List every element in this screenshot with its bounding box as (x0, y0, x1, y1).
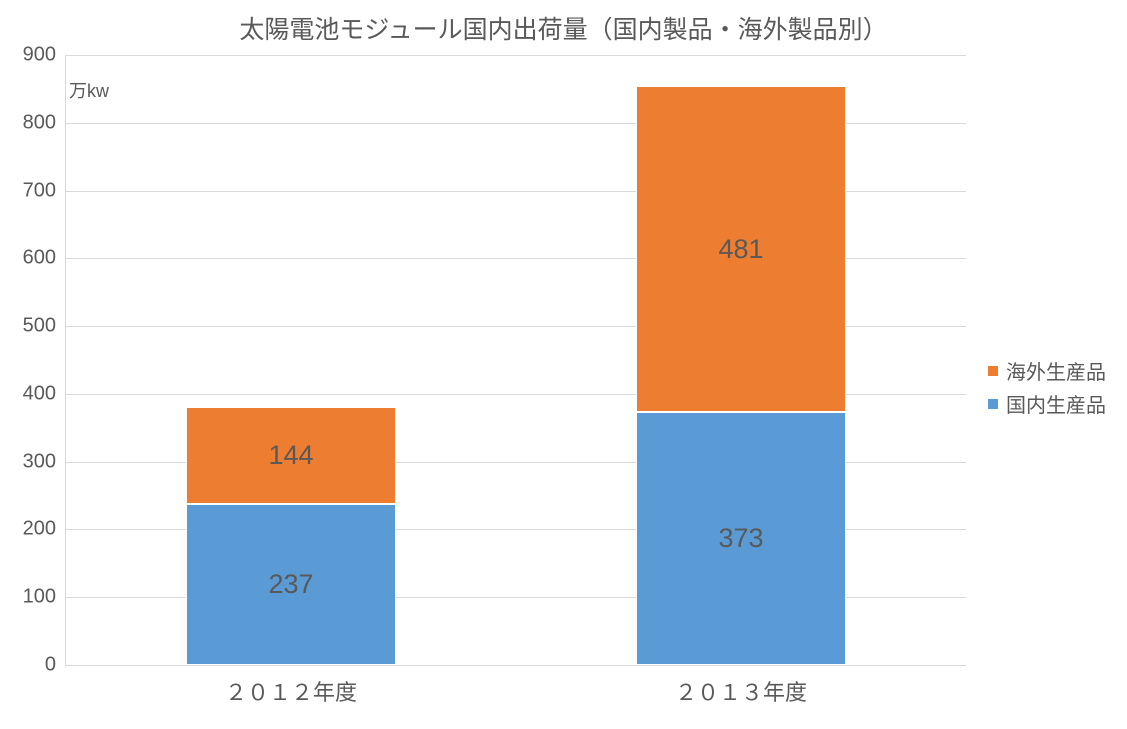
y-tick-label: 300 (23, 450, 66, 473)
y-tick-label: 400 (23, 382, 66, 405)
plot-area: 0100200300400500600700800900237144２０１２年度… (65, 55, 966, 666)
chart-title: 太陽電池モジュール国内出荷量（国内製品・海外製品別） (0, 10, 1127, 46)
y-tick-label: 600 (23, 247, 66, 270)
legend-swatch-icon (988, 366, 998, 376)
bar-segment-domestic: 237 (186, 504, 396, 665)
legend: 海外生産品国内生産品 (988, 352, 1106, 422)
bar-segment-overseas: 481 (636, 86, 846, 412)
legend-label: 国内生産品 (1006, 389, 1106, 418)
legend-item-overseas: 海外生産品 (988, 356, 1106, 385)
bar-segment-overseas: 144 (186, 407, 396, 505)
y-tick-label: 500 (23, 315, 66, 338)
x-category-label: ２０１２年度 (225, 665, 357, 707)
y-tick-label: 0 (45, 654, 66, 677)
bar-group: 237144 (186, 407, 396, 665)
bar-segment-domestic: 373 (636, 412, 846, 665)
y-tick-label: 800 (23, 111, 66, 134)
stacked-bar-chart: 太陽電池モジュール国内出荷量（国内製品・海外製品別） 万kw 010020030… (0, 0, 1127, 729)
y-tick-label: 100 (23, 586, 66, 609)
legend-item-domestic: 国内生産品 (988, 389, 1106, 418)
x-category-label: ２０１３年度 (675, 665, 807, 707)
bar-group: 373481 (636, 86, 846, 665)
gridline (66, 55, 966, 56)
y-tick-label: 900 (23, 44, 66, 67)
y-tick-label: 200 (23, 518, 66, 541)
legend-label: 海外生産品 (1006, 356, 1106, 385)
y-tick-label: 700 (23, 179, 66, 202)
legend-swatch-icon (988, 399, 998, 409)
